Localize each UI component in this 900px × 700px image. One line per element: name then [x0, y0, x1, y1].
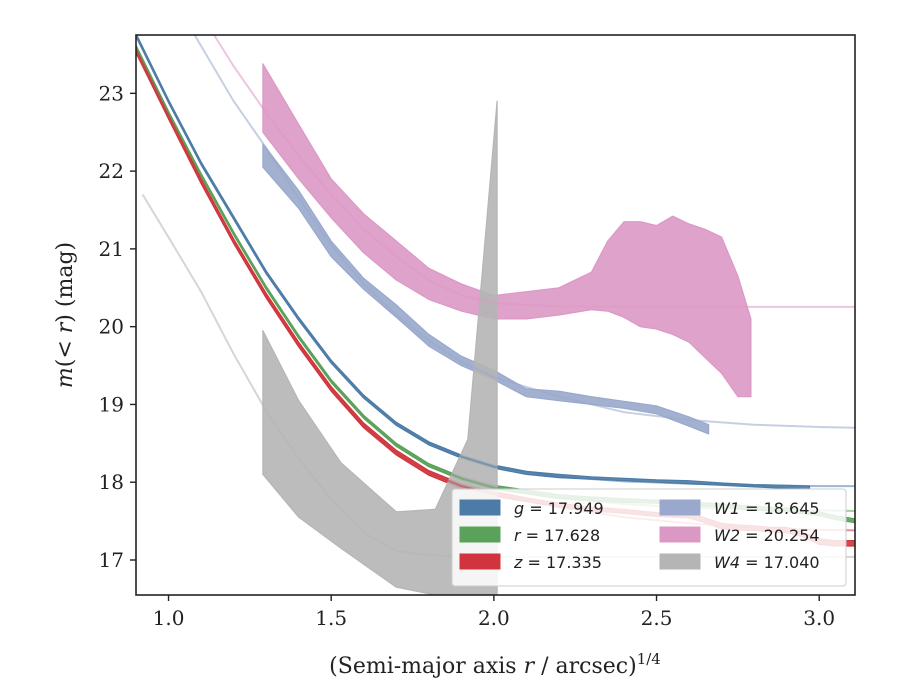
legend-label: W2 = 20.254	[714, 526, 820, 545]
y-tick-label: 18	[99, 470, 124, 494]
legend-swatch	[459, 499, 501, 516]
model-line-3	[193, 35, 855, 429]
x-tick-label: 2.5	[641, 606, 673, 630]
legend-label: g = 17.949	[514, 499, 604, 518]
band-5	[262, 100, 498, 595]
band-1	[136, 44, 855, 524]
model-line-0	[136, 35, 855, 488]
y-tick-label: 22	[99, 159, 124, 183]
y-tick-label: 17	[99, 548, 124, 572]
legend-swatch	[459, 553, 501, 570]
legend: g = 17.949 r = 17.628 z = 17.335 W1 = 18.64…	[451, 488, 847, 587]
y-tick-label: 21	[99, 237, 124, 261]
model-line-4	[213, 35, 855, 308]
y-axis-title: m(< r) (mag)	[53, 242, 78, 388]
legend-swatch	[659, 499, 701, 516]
legend-box	[451, 488, 847, 587]
x-tick-label: 2.0	[478, 606, 510, 630]
legend-label: r = 17.628	[514, 526, 600, 545]
x-tick-label: 1.0	[153, 606, 185, 630]
band-2	[136, 47, 855, 547]
x-axis-title: (Semi-major axis r / arcsec)1/4	[329, 650, 661, 679]
legend-label: z = 17.335	[513, 553, 602, 572]
legend-label: W4 = 17.040	[714, 553, 820, 572]
legend-swatch	[459, 526, 501, 543]
legend-swatch	[659, 553, 701, 570]
plot-frame	[135, 34, 856, 596]
y-tick-label: 20	[99, 315, 124, 339]
y-tick-label: 19	[99, 392, 124, 416]
y-tick-label: 23	[99, 81, 124, 105]
axes-layer: 1.0 1.5 2.0 2.5 3.0 17 18 19 20 21 22 23	[99, 81, 836, 630]
bands-layer	[136, 35, 855, 595]
x-tick-label: 1.5	[315, 606, 347, 630]
legend-label: W1 = 18.645	[714, 499, 820, 518]
x-tick-label: 3.0	[803, 606, 835, 630]
legend-swatch	[659, 526, 701, 543]
